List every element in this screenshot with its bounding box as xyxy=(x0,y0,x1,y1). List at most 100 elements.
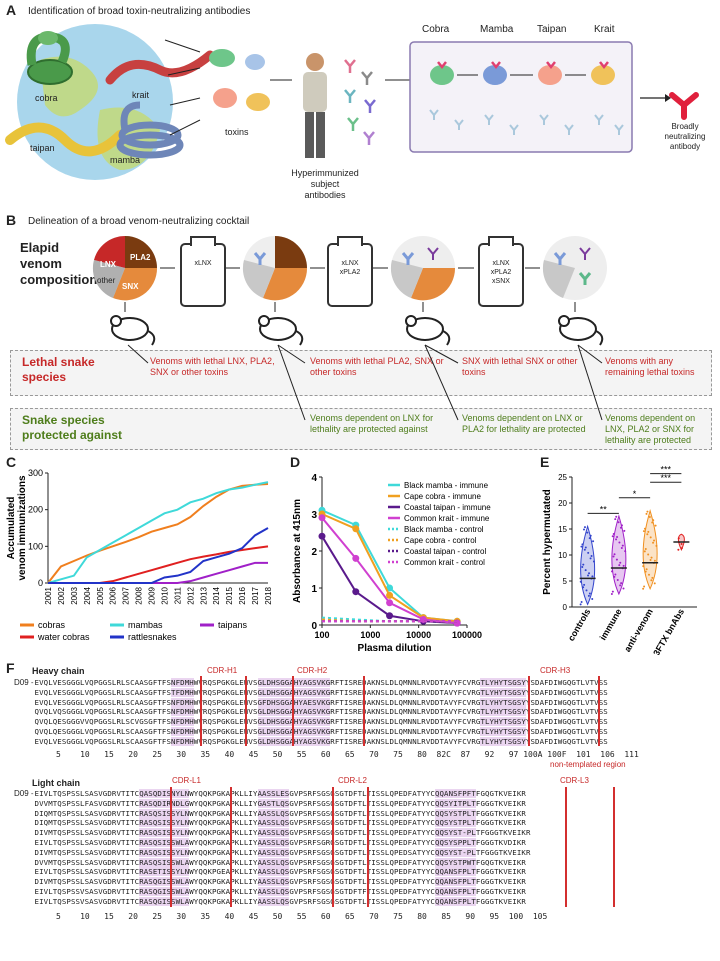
violin-point xyxy=(652,519,655,522)
non-templated-label: non-templated region xyxy=(550,760,626,769)
alignment-row: EVQLVESGGGLVQPGGSLRLSCAASGFTFSNFDMHWVRQS… xyxy=(30,736,608,746)
cdr-highlight: QQSYSTPWT xyxy=(434,857,476,867)
cdr-h1-start xyxy=(200,676,202,746)
cdr-highlight: GASTLQS xyxy=(257,798,290,808)
alignment-row: DVVMTQSPSSLFASVGDRVTITCRASQDIRNDLGWYQQKP… xyxy=(30,798,526,808)
cdr-highlight: RASQSISSYLN xyxy=(139,818,190,828)
violin-point xyxy=(651,576,654,579)
cdr-highlight: NFDMH xyxy=(171,678,194,687)
violin-point xyxy=(617,521,620,524)
cdr-highlight: RASQSISSYLN xyxy=(139,808,190,818)
alignment-row: EVQLVESGGGLVQPGGSLRLSCAASGFTFSTFDMHWVRQS… xyxy=(30,687,608,697)
cdr-highlight: AASSLQS xyxy=(257,847,290,857)
cdr-highlight: TLYHYTSGSY xyxy=(480,707,526,717)
legend-label: Common krait - control xyxy=(404,558,485,567)
cdr-highlight: NFDMH xyxy=(171,726,194,736)
species-mamba: Mamba xyxy=(480,24,514,35)
protected-text-1: Venoms dependent on LNX for lethality ar… xyxy=(310,413,434,434)
violin-point xyxy=(591,597,594,600)
violin-point xyxy=(643,527,646,530)
violin-point xyxy=(611,570,614,573)
cdr-highlight: QQANSFPLT xyxy=(434,867,476,877)
panel-a-illustration xyxy=(5,24,699,180)
cdr-highlight: RASQGISSWLA xyxy=(139,896,190,906)
cdr-highlight: TLYHYTSGSY xyxy=(480,697,526,707)
x-tick-label: anti-venom xyxy=(622,607,655,654)
alignment-row: EIVLTQSPSSLSASVGDRVTITCRASETISSYLNWYQQKP… xyxy=(30,867,526,877)
violin-point xyxy=(583,583,586,586)
violin-point xyxy=(587,574,590,577)
cdr-highlight: QQSYSTPLT xyxy=(434,818,476,828)
violin-point xyxy=(623,529,626,532)
alignment-row: QVQLQESGGGLVQPGGSLRLSCAASGFTFSNFDMHWVRQS… xyxy=(30,726,608,736)
cdr-highlight: NFDMH xyxy=(171,707,194,717)
legend-label: Black mamba - control xyxy=(404,525,484,534)
violin-point xyxy=(616,578,619,581)
series-line xyxy=(48,527,269,584)
antibodies-icon xyxy=(344,59,376,145)
legend-label: cobras xyxy=(38,620,66,630)
violin-point xyxy=(581,543,584,546)
violin-point xyxy=(580,601,583,604)
violin-point xyxy=(588,592,591,595)
species-taipan: Taipan xyxy=(537,24,567,35)
x-tick-label: 2010 xyxy=(160,586,169,604)
violin-point xyxy=(611,590,614,593)
cdr-highlight: RASQSISSYLN xyxy=(139,828,190,838)
cdr-highlight: AASSLQS xyxy=(257,896,290,906)
violin-point xyxy=(613,575,616,578)
cdr-highlight: QQANSFPLT xyxy=(434,886,476,896)
violin-point xyxy=(653,582,656,585)
violin-point xyxy=(653,539,656,542)
x-tick-label: 2004 xyxy=(83,586,92,604)
x-tick-label: 2008 xyxy=(135,586,144,604)
violin-point xyxy=(644,570,647,573)
violin-point xyxy=(620,582,623,585)
violin-point xyxy=(645,568,648,571)
violin-point xyxy=(622,564,625,567)
lethal-label: Lethal snake species xyxy=(22,355,95,384)
significance-label: * xyxy=(633,489,637,499)
panel-f-label: F xyxy=(6,660,15,676)
species-cobra: Cobra xyxy=(422,24,450,35)
cdr-h2-end xyxy=(363,676,365,746)
alignment-row: DIVMTQSPSSLSASVGDRVTITCRASQSISSYLNWYQQKP… xyxy=(30,828,531,838)
violin-point xyxy=(583,526,586,529)
series-line xyxy=(47,481,269,584)
violin-point xyxy=(583,548,586,551)
violin-point xyxy=(647,553,650,556)
violin-point xyxy=(680,543,683,546)
alignment-row: -EIVLTQSPSSLSASVGDRVTITCQASQDISNYLNWYQQK… xyxy=(30,789,526,798)
cdr-highlight: QQANSFPFT xyxy=(434,789,476,798)
protected-species-box xyxy=(10,408,712,450)
cdr-highlight: AASSLQS xyxy=(257,828,290,838)
venom-pie-full xyxy=(92,236,158,301)
violin-point xyxy=(579,603,582,606)
y-tick-label: 5 xyxy=(563,577,568,586)
cdr-l3-start xyxy=(565,787,567,907)
x-tick-label: 100000 xyxy=(452,630,482,640)
violin-point xyxy=(677,537,680,540)
cdr-l2-start xyxy=(332,787,334,907)
x-tick-label: controls xyxy=(566,607,592,643)
alignment-row: DIVMTQSPSSLSASVGDRVTITCRASQGISSWLAWYQQKP… xyxy=(30,877,526,887)
violin-point xyxy=(584,569,587,572)
violin-point xyxy=(621,544,624,547)
cobra-icon xyxy=(26,31,73,85)
violin-point xyxy=(581,565,584,568)
violin-point xyxy=(648,573,651,576)
legend-label: Cape cobra - immune xyxy=(404,492,481,501)
violin-point xyxy=(587,551,590,554)
violin-point xyxy=(588,537,591,540)
violin-point xyxy=(642,565,645,568)
violin-point xyxy=(613,553,616,556)
y-tick-label: 0 xyxy=(311,621,317,632)
significance-label: *** xyxy=(660,473,671,483)
violin-point xyxy=(582,528,585,531)
violin-point xyxy=(647,530,650,533)
violin-point xyxy=(643,585,646,588)
y-axis-label: Absorbance at 415nm xyxy=(292,499,303,603)
y-tick-label: 3 xyxy=(311,510,317,521)
protected-text-2: Venoms dependent on LNX or PLA2 for leth… xyxy=(462,413,586,434)
label-taipan: taipan xyxy=(30,143,55,153)
